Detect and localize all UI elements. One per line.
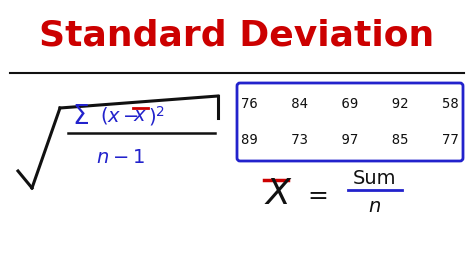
Text: $n$: $n$ (368, 197, 382, 215)
Text: $\Sigma$: $\Sigma$ (72, 103, 89, 128)
Text: $x$: $x$ (133, 107, 147, 125)
Text: 76    84    69    92    58: 76 84 69 92 58 (241, 97, 459, 111)
Text: 89    73    97    85    77: 89 73 97 85 77 (241, 133, 459, 147)
Text: $n-1$: $n-1$ (96, 149, 145, 167)
Text: $X$: $X$ (264, 177, 292, 211)
FancyBboxPatch shape (237, 83, 463, 161)
Text: Sum: Sum (353, 168, 397, 188)
Text: $=$: $=$ (303, 182, 328, 206)
Text: Standard Deviation: Standard Deviation (39, 18, 435, 52)
Text: $)^2$: $)^2$ (148, 104, 165, 128)
Text: $(x-$: $(x-$ (100, 106, 139, 127)
